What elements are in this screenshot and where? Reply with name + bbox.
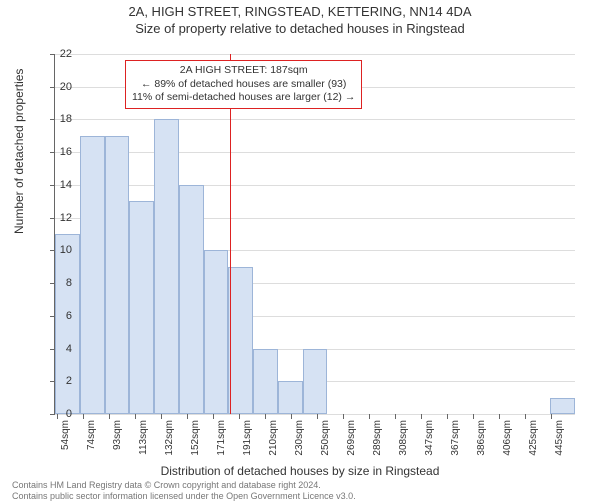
histogram-bar bbox=[550, 398, 575, 414]
xtick-label: 289sqm bbox=[372, 420, 383, 456]
ytick-label: 0 bbox=[52, 408, 72, 420]
xtick-label: 113sqm bbox=[138, 420, 149, 455]
xtick-label: 445sqm bbox=[554, 420, 565, 456]
ytick-label: 8 bbox=[52, 277, 72, 289]
xtick-label: 171sqm bbox=[216, 420, 227, 456]
xtick-mark bbox=[161, 414, 162, 419]
histogram-bar bbox=[154, 119, 179, 414]
xtick-mark bbox=[369, 414, 370, 419]
ytick-label: 18 bbox=[52, 113, 72, 125]
histogram-bar bbox=[278, 381, 303, 414]
xtick-label: 191sqm bbox=[242, 420, 253, 456]
ytick-label: 6 bbox=[52, 310, 72, 322]
footer-line-1: Contains HM Land Registry data © Crown c… bbox=[12, 480, 356, 491]
annotation-line: 2A HIGH STREET: 187sqm bbox=[132, 64, 355, 78]
xtick-label: 347sqm bbox=[424, 420, 435, 456]
ytick-label: 12 bbox=[52, 212, 72, 224]
gridline bbox=[55, 119, 575, 120]
xtick-label: 367sqm bbox=[450, 420, 461, 456]
xtick-mark bbox=[83, 414, 84, 419]
ytick-label: 2 bbox=[52, 375, 72, 387]
xtick-label: 210sqm bbox=[268, 420, 279, 456]
histogram-bar bbox=[228, 267, 253, 414]
plot-region: 2A HIGH STREET: 187sqm← 89% of detached … bbox=[54, 54, 575, 415]
xtick-mark bbox=[473, 414, 474, 419]
xtick-label: 93sqm bbox=[112, 420, 123, 450]
xtick-label: 406sqm bbox=[502, 420, 513, 456]
xtick-mark bbox=[551, 414, 552, 419]
histogram-bar bbox=[253, 349, 278, 414]
xtick-label: 269sqm bbox=[346, 420, 357, 456]
y-axis-label: Number of detached properties bbox=[12, 69, 26, 234]
histogram-bar bbox=[303, 349, 328, 414]
xtick-mark bbox=[187, 414, 188, 419]
annotation-box: 2A HIGH STREET: 187sqm← 89% of detached … bbox=[125, 60, 362, 109]
histogram-bar bbox=[105, 136, 130, 414]
x-axis-label: Distribution of detached houses by size … bbox=[0, 464, 600, 478]
xtick-label: 54sqm bbox=[60, 420, 71, 450]
footer-attribution: Contains HM Land Registry data © Crown c… bbox=[12, 480, 356, 502]
chart-subtitle: Size of property relative to detached ho… bbox=[0, 21, 600, 36]
annotation-line: ← 89% of detached houses are smaller (93… bbox=[132, 78, 355, 92]
xtick-label: 386sqm bbox=[476, 420, 487, 456]
footer-line-2: Contains public sector information licen… bbox=[12, 491, 356, 502]
xtick-mark bbox=[421, 414, 422, 419]
annotation-line: 11% of semi-detached houses are larger (… bbox=[132, 91, 355, 105]
xtick-label: 250sqm bbox=[320, 420, 331, 456]
xtick-mark bbox=[447, 414, 448, 419]
xtick-label: 132sqm bbox=[164, 420, 175, 456]
xtick-mark bbox=[499, 414, 500, 419]
ytick-label: 16 bbox=[52, 146, 72, 158]
xtick-mark bbox=[395, 414, 396, 419]
ytick-label: 4 bbox=[52, 343, 72, 355]
xtick-mark bbox=[239, 414, 240, 419]
chart-area: 2A HIGH STREET: 187sqm← 89% of detached … bbox=[54, 54, 574, 414]
xtick-mark bbox=[291, 414, 292, 419]
xtick-mark bbox=[525, 414, 526, 419]
xtick-mark bbox=[109, 414, 110, 419]
xtick-label: 425sqm bbox=[528, 420, 539, 456]
xtick-mark bbox=[213, 414, 214, 419]
xtick-mark bbox=[343, 414, 344, 419]
gridline bbox=[55, 152, 575, 153]
xtick-label: 74sqm bbox=[86, 420, 97, 450]
histogram-bar bbox=[80, 136, 105, 414]
gridline bbox=[55, 54, 575, 55]
xtick-label: 308sqm bbox=[398, 420, 409, 456]
histogram-bar bbox=[204, 250, 229, 414]
page-title: 2A, HIGH STREET, RINGSTEAD, KETTERING, N… bbox=[0, 4, 600, 19]
xtick-mark bbox=[317, 414, 318, 419]
ytick-label: 14 bbox=[52, 179, 72, 191]
ytick-label: 22 bbox=[52, 48, 72, 60]
xtick-label: 152sqm bbox=[190, 420, 201, 456]
ytick-label: 20 bbox=[52, 81, 72, 93]
xtick-label: 230sqm bbox=[294, 420, 305, 456]
xtick-mark bbox=[135, 414, 136, 419]
histogram-bar bbox=[129, 201, 154, 414]
histogram-bar bbox=[179, 185, 204, 414]
gridline bbox=[55, 414, 575, 415]
xtick-mark bbox=[265, 414, 266, 419]
gridline bbox=[55, 185, 575, 186]
ytick-label: 10 bbox=[52, 244, 72, 256]
